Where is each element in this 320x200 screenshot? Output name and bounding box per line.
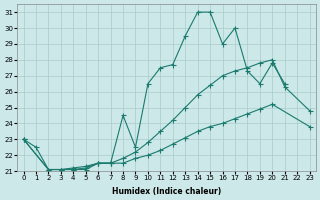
X-axis label: Humidex (Indice chaleur): Humidex (Indice chaleur): [112, 187, 221, 196]
